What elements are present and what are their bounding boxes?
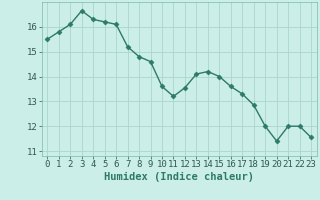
X-axis label: Humidex (Indice chaleur): Humidex (Indice chaleur): [104, 172, 254, 182]
